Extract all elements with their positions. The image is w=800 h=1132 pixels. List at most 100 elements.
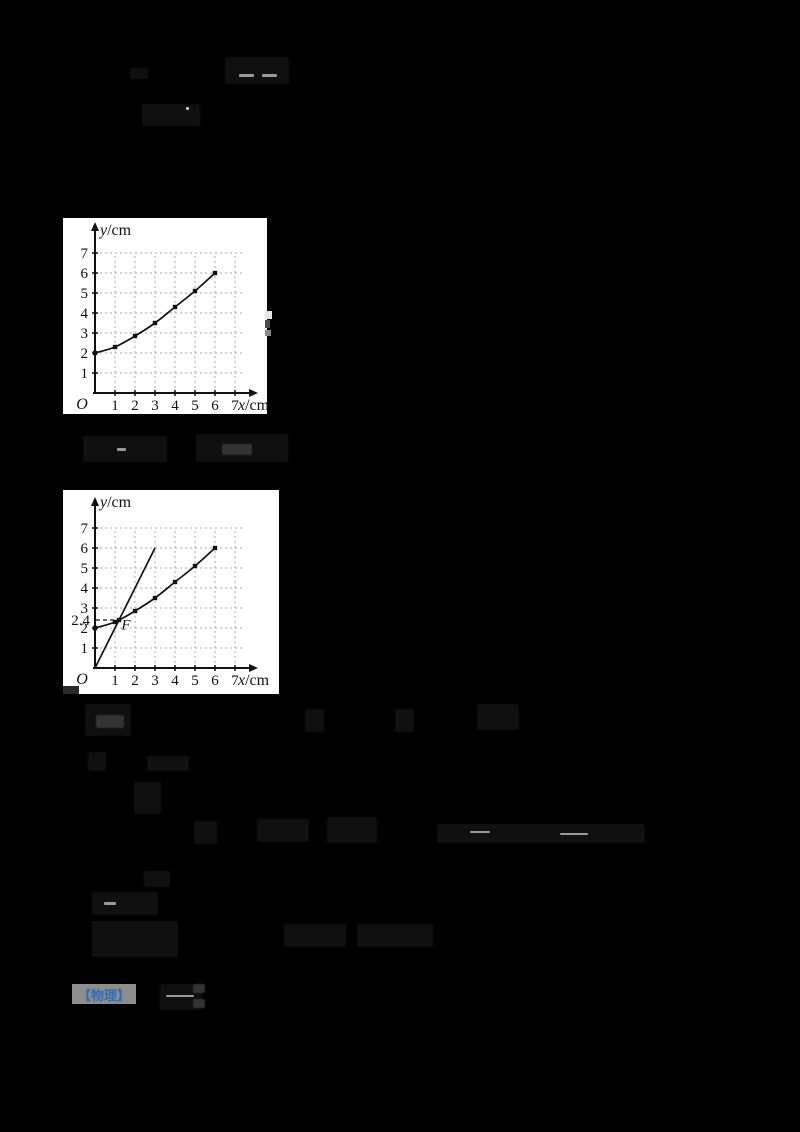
y-axis-arrow	[91, 497, 99, 506]
scan-artifact	[265, 320, 270, 328]
data-point	[212, 545, 218, 551]
y-axis-label: y/cm	[98, 494, 132, 511]
axes	[93, 504, 251, 669]
faint-formula-fragment	[194, 821, 217, 844]
point-label: F	[120, 618, 131, 634]
y-tick-label: 6	[81, 541, 89, 557]
x-tick-label: 3	[151, 673, 159, 689]
faint-formula-fragment	[395, 709, 414, 732]
x-tick-label: 4	[171, 673, 179, 689]
x-tick-label: 7	[231, 673, 239, 689]
y-tick-label: 3	[81, 601, 89, 617]
y-tick-label: 7	[81, 246, 89, 262]
origin-label: O	[76, 671, 88, 688]
x-tick-label: 3	[151, 398, 159, 414]
data-point	[132, 608, 138, 614]
faint-formula-fragment	[88, 752, 106, 771]
faint-formula-fragment	[193, 999, 205, 1008]
y-tick-label: 2	[81, 621, 89, 637]
x-tick-label: 6	[211, 673, 219, 689]
guide-value-label: 2.4	[71, 613, 90, 629]
data-point	[132, 333, 138, 339]
series-straight-line-through-origin	[94, 547, 156, 669]
scan-artifact	[63, 686, 79, 694]
faint-formula-fragment	[225, 57, 289, 84]
axes	[93, 229, 251, 394]
faint-fraction-bar	[239, 74, 254, 77]
y-tick-label: 5	[81, 286, 89, 302]
data-point	[152, 320, 158, 326]
y-tick-label: 4	[81, 306, 89, 322]
y-tick-label: 3	[81, 326, 89, 342]
faint-formula-fragment	[327, 817, 377, 843]
scan-artifact	[265, 330, 271, 336]
x-axis-label: x/cm	[237, 672, 270, 689]
data-point	[172, 304, 178, 310]
faint-formula-fragment	[222, 444, 252, 455]
faint-formula-fragment	[193, 984, 205, 993]
x-tick-label: 1	[111, 398, 119, 414]
faint-speck	[186, 107, 189, 110]
x-tick-label: 2	[131, 398, 139, 414]
faint-fraction-bar	[262, 74, 277, 77]
data-point	[172, 579, 178, 585]
faint-fraction-bar	[104, 902, 116, 905]
x-tick-label: 2	[131, 673, 139, 689]
faint-formula-fragment	[130, 68, 148, 79]
data-point	[112, 344, 118, 350]
y-axis-arrow	[91, 222, 99, 231]
faint-formula-fragment	[305, 709, 324, 732]
tick-marks	[92, 527, 236, 671]
faint-fraction-bar	[117, 448, 126, 451]
x-tick-label: 6	[211, 398, 219, 414]
x-tick-label: 5	[191, 398, 199, 414]
subject-badge: 【物理】	[72, 984, 136, 1004]
faint-formula-fragment	[257, 819, 309, 842]
grid-lines	[95, 527, 245, 668]
y-tick-label: 5	[81, 561, 89, 577]
y-tick-label: 1	[81, 366, 89, 382]
y-tick-label: 6	[81, 266, 89, 282]
faint-formula-fragment	[144, 871, 170, 887]
x-axis-label: x/cm	[237, 397, 267, 414]
x-tick-label: 4	[171, 398, 179, 414]
x-axis-arrow	[249, 664, 258, 672]
grid-lines	[95, 252, 245, 393]
faint-formula-fragment	[92, 892, 158, 915]
faint-fraction-bar	[560, 833, 588, 835]
y-tick-label: 7	[81, 521, 89, 537]
y-tick-label: 1	[81, 641, 89, 657]
faint-formula-fragment	[477, 704, 519, 730]
faint-formula-fragment	[357, 924, 433, 947]
faint-fraction-bar	[166, 995, 194, 997]
faint-formula-fragment	[92, 921, 178, 957]
data-point	[92, 625, 98, 631]
faint-formula-fragment	[284, 924, 346, 947]
y-tick-label: 4	[81, 581, 89, 597]
faint-formula-fragment	[142, 104, 200, 126]
x-axis-arrow	[249, 389, 258, 397]
faint-formula-fragment	[96, 715, 124, 728]
faint-formula-fragment	[437, 824, 645, 843]
x-tick-label: 7	[231, 398, 239, 414]
x-tick-label: 5	[191, 673, 199, 689]
scan-artifact	[265, 311, 272, 319]
faint-formula-fragment	[147, 756, 189, 771]
x-tick-label: 1	[111, 673, 119, 689]
data-point	[192, 563, 198, 569]
data-point	[112, 619, 118, 625]
intersection-point	[116, 617, 122, 623]
faint-formula-fragment	[134, 782, 161, 814]
data-point	[92, 350, 98, 356]
origin-label: O	[76, 396, 88, 413]
y-tick-label: 2	[81, 346, 89, 362]
data-point	[152, 595, 158, 601]
y-axis-label: y/cm	[98, 222, 132, 239]
data-point	[192, 288, 198, 294]
subject-badge-label: 【物理】	[77, 987, 130, 1003]
